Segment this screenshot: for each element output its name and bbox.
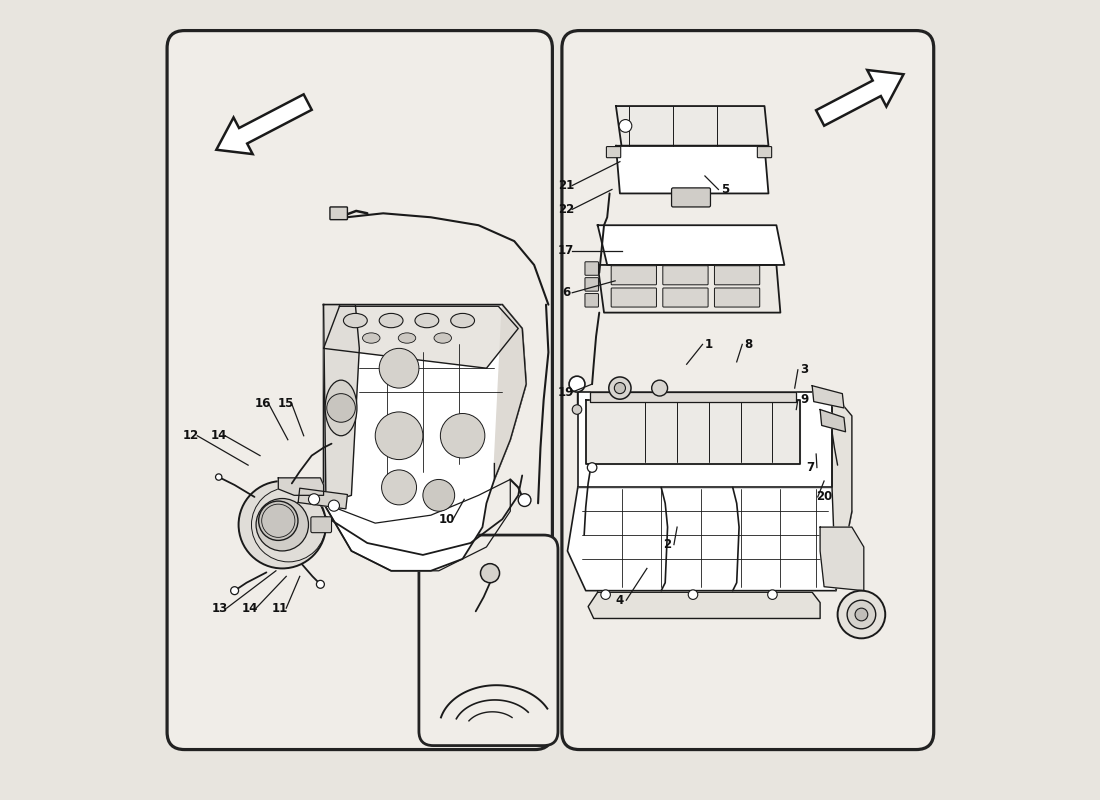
FancyArrow shape — [217, 94, 311, 154]
Text: 20: 20 — [816, 490, 833, 503]
Circle shape — [308, 494, 320, 505]
Polygon shape — [278, 478, 323, 495]
Circle shape — [216, 474, 222, 480]
Polygon shape — [812, 386, 844, 408]
Circle shape — [329, 500, 340, 511]
Circle shape — [569, 376, 585, 392]
FancyBboxPatch shape — [757, 146, 772, 158]
Text: 6: 6 — [562, 286, 570, 299]
Polygon shape — [590, 392, 796, 402]
Circle shape — [847, 600, 876, 629]
FancyBboxPatch shape — [562, 30, 934, 750]
Circle shape — [231, 586, 239, 594]
Circle shape — [768, 590, 778, 599]
Polygon shape — [323, 305, 360, 503]
Text: 17: 17 — [558, 244, 574, 257]
FancyBboxPatch shape — [663, 288, 708, 307]
FancyBboxPatch shape — [585, 278, 598, 291]
Circle shape — [518, 494, 531, 506]
Text: 1: 1 — [705, 338, 713, 351]
Polygon shape — [821, 410, 846, 432]
Ellipse shape — [434, 333, 451, 343]
Text: 22: 22 — [558, 203, 574, 216]
FancyBboxPatch shape — [612, 288, 657, 307]
FancyBboxPatch shape — [715, 288, 760, 307]
Circle shape — [375, 412, 422, 459]
FancyBboxPatch shape — [715, 266, 760, 285]
Polygon shape — [588, 592, 821, 618]
FancyBboxPatch shape — [585, 294, 598, 307]
Circle shape — [587, 462, 597, 472]
Circle shape — [608, 377, 631, 399]
Polygon shape — [832, 392, 851, 590]
Text: 14: 14 — [242, 602, 257, 614]
Circle shape — [272, 514, 294, 536]
Text: 2: 2 — [663, 538, 672, 551]
Text: 10: 10 — [439, 513, 454, 526]
Circle shape — [837, 590, 886, 638]
Text: 14: 14 — [210, 430, 227, 442]
Circle shape — [258, 501, 298, 541]
Ellipse shape — [326, 380, 358, 436]
Polygon shape — [298, 488, 348, 509]
FancyBboxPatch shape — [606, 146, 620, 158]
Ellipse shape — [363, 333, 379, 343]
Circle shape — [614, 382, 626, 394]
Polygon shape — [323, 306, 518, 368]
Circle shape — [422, 479, 454, 511]
Polygon shape — [597, 265, 780, 313]
FancyBboxPatch shape — [330, 207, 348, 220]
FancyBboxPatch shape — [612, 266, 657, 285]
Polygon shape — [616, 106, 769, 146]
Polygon shape — [597, 226, 784, 265]
Text: 13: 13 — [212, 602, 229, 614]
Polygon shape — [586, 400, 801, 463]
Ellipse shape — [451, 314, 474, 328]
Ellipse shape — [415, 314, 439, 328]
Polygon shape — [494, 305, 526, 479]
Polygon shape — [323, 305, 526, 571]
Text: 4: 4 — [616, 594, 624, 606]
Text: 9: 9 — [800, 394, 808, 406]
Text: 5: 5 — [720, 183, 729, 196]
Circle shape — [572, 405, 582, 414]
Circle shape — [601, 590, 610, 599]
Circle shape — [317, 580, 324, 588]
Circle shape — [382, 470, 417, 505]
Circle shape — [327, 394, 355, 422]
FancyBboxPatch shape — [663, 266, 708, 285]
Circle shape — [651, 380, 668, 396]
Circle shape — [481, 564, 499, 582]
Circle shape — [379, 348, 419, 388]
Circle shape — [689, 590, 697, 599]
Text: 16: 16 — [254, 398, 271, 410]
Text: 21: 21 — [558, 179, 574, 192]
Text: 7: 7 — [806, 461, 815, 474]
FancyBboxPatch shape — [311, 517, 331, 533]
FancyBboxPatch shape — [585, 262, 598, 275]
Text: 19: 19 — [558, 386, 574, 398]
Circle shape — [239, 481, 326, 569]
FancyBboxPatch shape — [167, 30, 552, 750]
Text: 11: 11 — [272, 602, 288, 614]
Circle shape — [619, 119, 631, 132]
Polygon shape — [568, 487, 851, 590]
Text: 8: 8 — [745, 338, 752, 351]
Circle shape — [440, 414, 485, 458]
Circle shape — [256, 498, 308, 551]
Ellipse shape — [398, 333, 416, 343]
FancyBboxPatch shape — [671, 188, 711, 207]
Text: 12: 12 — [183, 430, 199, 442]
Text: 3: 3 — [800, 363, 808, 376]
FancyBboxPatch shape — [419, 535, 558, 746]
Circle shape — [855, 608, 868, 621]
Polygon shape — [821, 527, 864, 590]
FancyArrow shape — [816, 70, 903, 126]
Polygon shape — [616, 146, 769, 194]
Polygon shape — [578, 392, 832, 487]
Ellipse shape — [379, 314, 403, 328]
Ellipse shape — [343, 314, 367, 328]
Text: 15: 15 — [277, 398, 294, 410]
